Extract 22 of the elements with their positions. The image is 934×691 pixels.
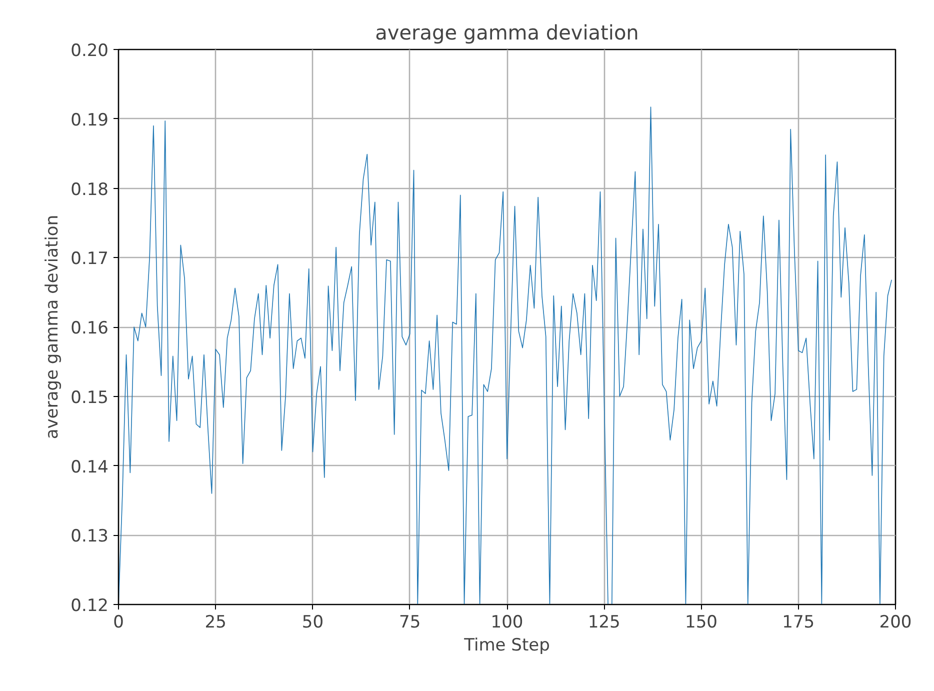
x-tick-label: 50 xyxy=(302,612,324,632)
x-tick-label: 0 xyxy=(113,612,124,632)
y-tick-label: 0.20 xyxy=(70,41,109,61)
x-tick-label: 100 xyxy=(490,612,524,632)
x-axis-title: Time Step xyxy=(463,636,550,656)
y-tick-label: 0.17 xyxy=(70,249,109,270)
y-tick-label: 0.14 xyxy=(70,457,109,478)
y-tick-label: 0.12 xyxy=(70,596,109,616)
y-tick-label: 0.18 xyxy=(70,180,109,200)
y-tick-label: 0.13 xyxy=(70,526,109,547)
x-tick-label: 200 xyxy=(879,612,912,632)
y-tick-label: 0.16 xyxy=(70,318,109,338)
chart-title: average gamma deviation xyxy=(375,20,639,44)
x-tick-label: 175 xyxy=(782,612,815,632)
y-tick-label: 0.19 xyxy=(70,110,109,130)
y-axis-title: average gamma deviation xyxy=(42,214,63,440)
x-tick-label: 75 xyxy=(399,612,421,632)
line-series xyxy=(118,106,892,604)
x-tick-label: 125 xyxy=(588,612,620,632)
x-tick-label: 150 xyxy=(685,612,718,632)
x-tick-label: 25 xyxy=(204,612,226,632)
y-tick-label: 0.15 xyxy=(70,388,109,408)
